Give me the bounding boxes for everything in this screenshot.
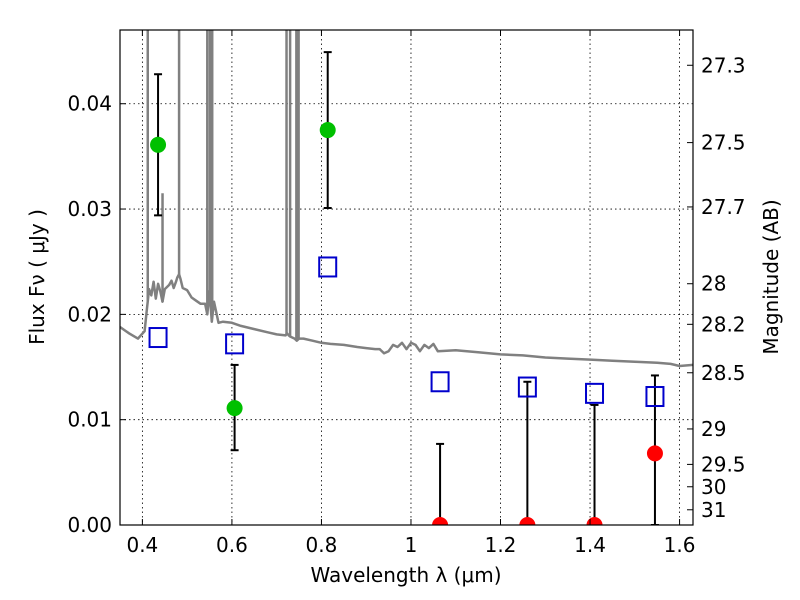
x-tick-label: 0.4: [126, 533, 158, 557]
model-spectrum: [120, 30, 693, 368]
y-axis-right-label: Magnitude (AB): [759, 199, 783, 354]
x-tick-label: 1.6: [664, 533, 696, 557]
y-tick-label: 0.00: [67, 513, 112, 537]
axis-ticks: 0.4 0.6 0.8 1 1.2 1.4 1.6 0.00 0.01 0.02 0.03 0.04 2…: [67, 30, 746, 557]
mag-tick-label: 30: [701, 475, 726, 499]
mag-tick-label: 29.5: [701, 452, 746, 476]
mag-tick-label: 27.3: [701, 53, 746, 77]
mag-tick-label: 27.5: [701, 131, 746, 155]
plot-frame: [119, 29, 694, 526]
mag-tick-label: 28.5: [701, 361, 746, 385]
detection-point: [150, 136, 167, 153]
model-photometry-point: [517, 376, 537, 398]
x-tick-label: 1: [405, 533, 418, 557]
x-tick-label: 1.4: [574, 533, 606, 557]
mag-tick-label: 31: [701, 498, 726, 522]
model-photometry-point: [645, 386, 665, 408]
upper-limit-point: [432, 517, 449, 525]
model-photometry-point: [585, 382, 605, 404]
spectrum-line: [120, 273, 693, 368]
mag-tick-label: 28: [701, 272, 726, 296]
model-photometry-point: [318, 256, 338, 278]
model-photometry-point: [148, 327, 168, 349]
x-tick-label: 0.8: [306, 533, 338, 557]
x-tick-label: 1.2: [485, 533, 517, 557]
mag-tick-label: 28.2: [701, 312, 746, 336]
y-axis-label: Flux Fν ( μJy ): [25, 209, 49, 345]
detection-point: [226, 400, 243, 417]
model-photometry-point: [430, 371, 450, 393]
y-tick-label: 0.01: [67, 408, 112, 432]
y-tick-label: 0.04: [67, 92, 112, 116]
x-axis-label: Wavelength λ (μm): [310, 563, 501, 587]
mag-tick-label: 27.7: [701, 195, 746, 219]
upper-limit-point: [646, 445, 663, 462]
model-photometry-point: [225, 333, 245, 355]
upper-limit-point: [519, 517, 536, 525]
mag-tick-label: 29: [701, 417, 726, 441]
x-tick-label: 0.6: [216, 533, 248, 557]
y-tick-label: 0.02: [67, 302, 112, 326]
plot-background: [120, 30, 693, 525]
y-tick-label: 0.03: [67, 197, 112, 221]
detection-point: [319, 122, 336, 139]
